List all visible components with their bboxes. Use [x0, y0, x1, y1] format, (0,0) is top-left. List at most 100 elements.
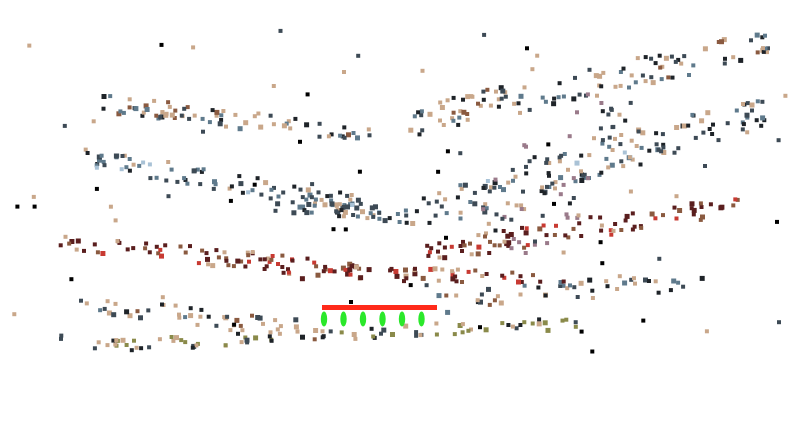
cloud-point — [164, 178, 169, 183]
cloud-point — [708, 202, 713, 207]
cloud-point — [600, 261, 605, 266]
cloud-point — [544, 233, 549, 238]
cloud-point — [281, 190, 286, 195]
cloud-point — [462, 182, 468, 188]
cloud-point — [214, 113, 219, 118]
cloud-point — [179, 113, 184, 118]
cloud-point — [256, 111, 261, 116]
cloud-point — [313, 201, 317, 206]
cloud-point — [276, 262, 280, 266]
cloud-point — [379, 331, 383, 336]
cloud-point — [196, 261, 201, 266]
cloud-point — [458, 210, 463, 215]
cloud-point — [143, 246, 148, 251]
cloud-point — [543, 293, 548, 298]
cloud-point — [484, 206, 489, 211]
cloud-point — [255, 315, 261, 320]
cloud-point — [627, 155, 632, 160]
cloud-point — [204, 251, 209, 256]
cloud-point — [286, 270, 291, 275]
cloud-point — [275, 201, 281, 207]
cloud-point — [475, 251, 481, 257]
cloud-point — [524, 171, 529, 176]
cloud-point — [357, 169, 362, 174]
cloud-point — [530, 67, 535, 72]
cloud-point — [466, 328, 471, 333]
red-rail-marker — [322, 305, 437, 310]
cloud-point — [276, 194, 281, 199]
cloud-point — [390, 332, 395, 337]
cloud-point — [676, 57, 681, 62]
cloud-point — [120, 154, 125, 158]
cloud-point — [345, 204, 350, 210]
cloud-point — [775, 219, 779, 224]
cloud-point — [455, 195, 460, 200]
cloud-point — [351, 332, 357, 337]
cloud-point — [247, 259, 251, 264]
cloud-point — [156, 251, 161, 256]
cloud-point — [273, 318, 278, 323]
cloud-point — [632, 276, 636, 281]
cloud-point — [558, 192, 563, 197]
cloud-point — [613, 84, 618, 89]
cloud-point — [265, 256, 270, 261]
cloud-point — [674, 216, 679, 221]
cloud-point — [587, 277, 593, 283]
cloud-point — [485, 179, 490, 183]
cloud-point — [217, 121, 223, 127]
cloud-point — [486, 286, 491, 292]
cloud-point — [481, 97, 486, 102]
cloud-point — [236, 331, 240, 336]
cloud-point — [554, 223, 558, 228]
cloud-point — [745, 130, 750, 135]
cloud-point — [506, 240, 512, 246]
cloud-point — [478, 103, 483, 108]
cloud-point — [503, 94, 508, 99]
cloud-point — [280, 265, 285, 269]
cloud-point — [461, 239, 465, 244]
cloud-point — [105, 343, 110, 348]
cloud-point — [582, 175, 587, 180]
cloud-point — [465, 112, 470, 116]
cloud-point — [206, 262, 211, 267]
cloud-point — [286, 119, 291, 124]
cloud-point — [228, 198, 233, 203]
cloud-point — [649, 56, 654, 61]
cloud-point — [414, 330, 419, 335]
cloud-point — [125, 247, 130, 252]
cloud-point — [750, 108, 754, 113]
cloud-point — [460, 280, 464, 284]
cloud-point — [388, 268, 393, 273]
cloud-point — [496, 104, 501, 109]
cloud-point — [158, 115, 163, 119]
cloud-point — [497, 243, 502, 248]
cloud-point — [611, 124, 616, 129]
cloud-point — [572, 285, 577, 290]
cloud-point — [590, 349, 595, 354]
cloud-point — [187, 116, 192, 121]
cloud-point — [345, 193, 350, 198]
cloud-point — [617, 274, 622, 279]
cloud-point — [59, 336, 63, 341]
cloud-point — [127, 157, 132, 161]
cloud-point — [607, 135, 612, 140]
cloud-point — [754, 118, 759, 123]
cloud-point — [472, 201, 478, 207]
cloud-point — [439, 204, 444, 209]
cloud-point — [27, 43, 32, 48]
cloud-point — [346, 132, 351, 138]
cloud-point — [113, 301, 118, 306]
cloud-point — [492, 185, 497, 190]
cloud-point — [127, 313, 133, 319]
cloud-point — [98, 308, 103, 313]
cloud-point — [719, 39, 724, 45]
cloud-point — [557, 159, 562, 164]
cloud-point — [164, 111, 169, 116]
cloud-point — [578, 280, 584, 286]
cloud-point — [96, 340, 101, 345]
cloud-point — [657, 256, 662, 261]
cloud-point — [348, 272, 353, 277]
cloud-point — [354, 264, 359, 270]
